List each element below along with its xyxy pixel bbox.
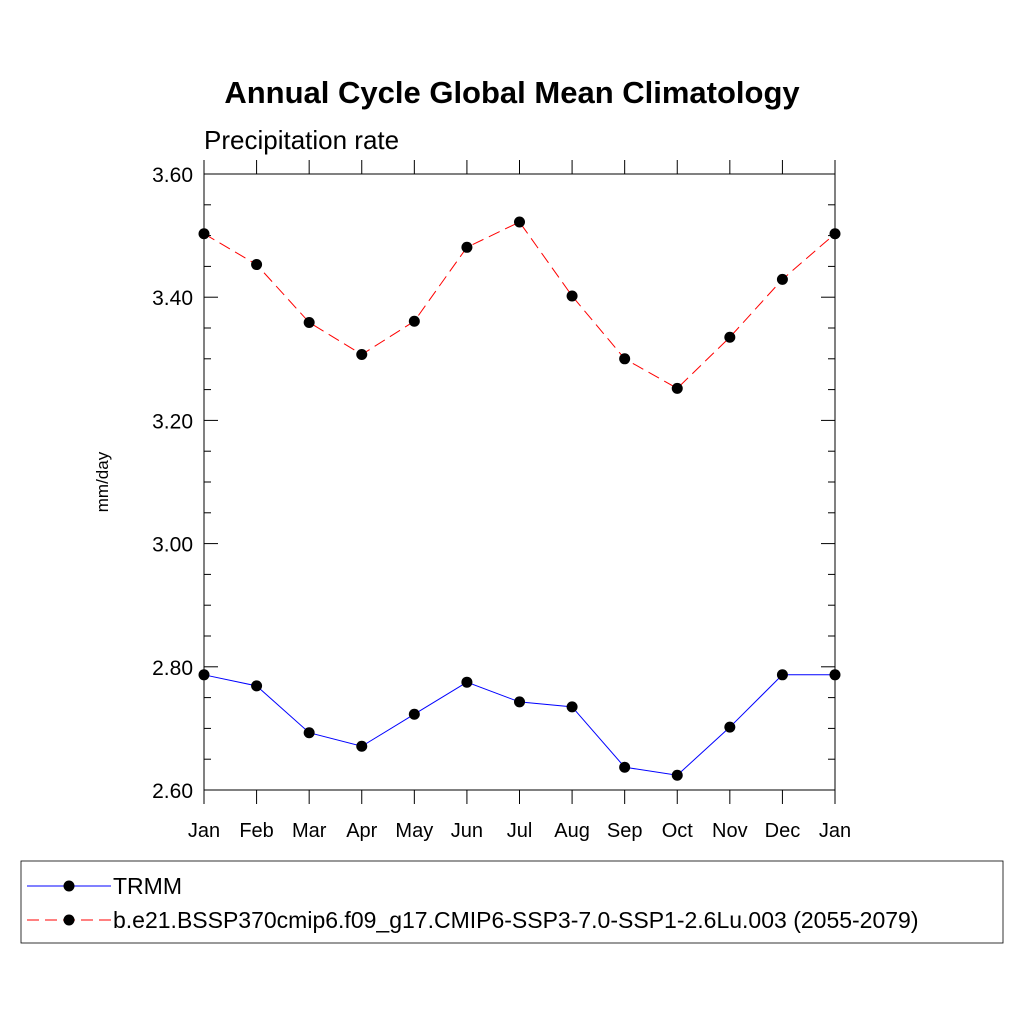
data-point — [303, 727, 315, 739]
plot-frame — [203, 173, 836, 791]
y-tick-label: 2.60 — [152, 780, 193, 803]
data-point — [514, 696, 525, 708]
data-point — [619, 761, 631, 773]
data-point — [408, 315, 420, 327]
series-line — [203, 221, 836, 389]
y-tick-label: 3.60 — [152, 164, 193, 187]
y-axis-label: mm/day — [93, 451, 112, 512]
data-point — [356, 740, 368, 752]
chart-subtitle: Precipitation rate — [204, 125, 399, 155]
x-tick-label: Jan — [819, 820, 851, 842]
data-point — [408, 708, 420, 720]
y-tick-label: 3.20 — [152, 410, 193, 433]
data-point — [776, 273, 788, 285]
y-tick-label: 3.00 — [152, 534, 193, 557]
data-point — [724, 331, 736, 343]
x-tick-label: Oct — [662, 820, 694, 842]
x-tick-label: Apr — [346, 820, 377, 842]
data-point — [671, 382, 683, 394]
legend-box — [20, 860, 1004, 944]
x-tick-label: Jun — [451, 820, 483, 842]
series-line — [203, 674, 835, 776]
x-tick-label: Jul — [507, 820, 533, 842]
x-tick-label: Mar — [292, 820, 327, 842]
data-point — [251, 259, 263, 271]
data-point — [619, 353, 631, 365]
x-tick-label: Feb — [239, 820, 273, 842]
chart-title: Annual Cycle Global Mean Climatology — [224, 75, 800, 110]
plot-series — [198, 216, 841, 781]
x-tick-label: May — [395, 820, 433, 842]
y-tick-label: 3.40 — [152, 287, 193, 310]
data-point — [671, 769, 683, 781]
data-point — [356, 348, 368, 360]
series-2 — [198, 216, 841, 394]
x-tick-label: Dec — [765, 820, 801, 842]
data-point — [251, 680, 263, 692]
data-point — [461, 676, 473, 688]
data-point — [724, 721, 736, 733]
x-tick-label: Jan — [188, 820, 220, 842]
legend-marker — [63, 914, 75, 926]
data-point — [303, 316, 315, 328]
x-tick-label: Sep — [607, 820, 643, 842]
series-1 — [198, 669, 841, 781]
data-point — [461, 241, 473, 253]
x-tick-label: Aug — [554, 820, 590, 842]
legend-marker — [63, 880, 75, 892]
legend-label: b.e21.BSSP370cmip6.f09_g17.CMIP6-SSP3-7.… — [113, 907, 919, 933]
y-tick-label: 2.80 — [152, 657, 193, 680]
data-point — [776, 669, 788, 681]
x-tick-label: Nov — [712, 820, 748, 842]
legend: TRMM b.e21.BSSP370cmip6.f09_g17.CMIP6-SSP… — [20, 860, 1004, 944]
data-point — [566, 701, 578, 713]
axis-ticks: 2.60 2.80 3.00 3.20 3.40 3.60 Jan Feb Mar Apr May J… — [152, 160, 851, 842]
data-point — [514, 216, 525, 228]
legend-label: TRMM — [113, 873, 182, 899]
data-point — [566, 290, 578, 302]
